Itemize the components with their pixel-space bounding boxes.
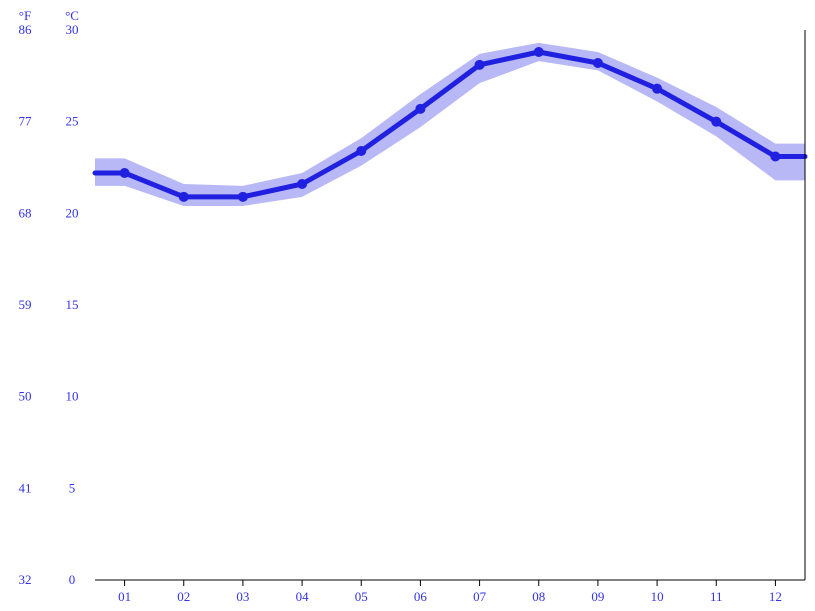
x-tick-label: 02 bbox=[177, 589, 190, 604]
data-point bbox=[534, 47, 544, 57]
data-point bbox=[179, 192, 189, 202]
data-point bbox=[475, 60, 485, 70]
x-tick-label: 11 bbox=[710, 589, 723, 604]
y-left-tick-label: 32 bbox=[19, 572, 32, 587]
data-point bbox=[415, 104, 425, 114]
x-tick-label: 03 bbox=[236, 589, 249, 604]
x-tick-label: 10 bbox=[651, 589, 664, 604]
x-tick-label: 07 bbox=[473, 589, 487, 604]
data-point bbox=[238, 192, 248, 202]
y-right-tick-label: 30 bbox=[66, 22, 79, 37]
y-left-unit: °F bbox=[19, 8, 31, 23]
y-left-tick-label: 59 bbox=[19, 297, 32, 312]
y-right-tick-label: 10 bbox=[66, 389, 79, 404]
y-left-tick-label: 68 bbox=[19, 205, 32, 220]
y-right-tick-label: 5 bbox=[69, 480, 76, 495]
data-point bbox=[770, 152, 780, 162]
x-tick-label: 04 bbox=[296, 589, 310, 604]
y-left-tick-label: 86 bbox=[19, 22, 33, 37]
x-tick-label: 09 bbox=[591, 589, 604, 604]
data-point bbox=[120, 168, 130, 178]
x-tick-label: 08 bbox=[532, 589, 545, 604]
temperature-chart: 01020304050607080910111232415059687786°F… bbox=[0, 0, 815, 611]
y-right-tick-label: 25 bbox=[66, 114, 79, 129]
data-point bbox=[356, 146, 366, 156]
y-right-tick-label: 0 bbox=[69, 572, 76, 587]
x-tick-label: 05 bbox=[355, 589, 368, 604]
y-right-tick-label: 20 bbox=[66, 205, 79, 220]
x-tick-label: 06 bbox=[414, 589, 428, 604]
x-tick-label: 12 bbox=[769, 589, 782, 604]
y-right-unit: °C bbox=[65, 8, 79, 23]
x-tick-label: 01 bbox=[118, 589, 131, 604]
data-point bbox=[711, 117, 721, 127]
y-left-tick-label: 77 bbox=[19, 114, 33, 129]
y-left-tick-label: 41 bbox=[19, 480, 32, 495]
y-right-tick-label: 15 bbox=[66, 297, 79, 312]
data-point bbox=[297, 179, 307, 189]
y-left-tick-label: 50 bbox=[19, 389, 32, 404]
chart-svg: 01020304050607080910111232415059687786°F… bbox=[0, 0, 815, 611]
data-point bbox=[652, 84, 662, 94]
data-point bbox=[593, 58, 603, 68]
